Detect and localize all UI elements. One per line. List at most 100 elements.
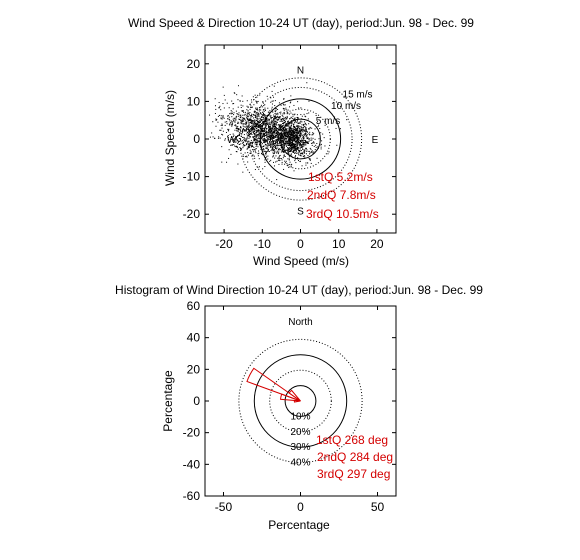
scatter-point: [305, 124, 307, 126]
scatter-point: [269, 144, 271, 146]
scatter-point: [269, 146, 271, 148]
scatter-point: [309, 147, 311, 149]
scatter-point: [247, 110, 249, 112]
scatter-point: [281, 134, 283, 136]
scatter-point: [257, 114, 259, 116]
scatter-point: [293, 129, 295, 131]
scatter-point: [220, 129, 222, 131]
scatter-point: [257, 130, 259, 132]
quartile-annotation: 3rdQ 10.5m/s: [306, 207, 379, 221]
scatter-point: [256, 102, 258, 104]
scatter-point: [279, 133, 281, 135]
scatter-point: [232, 133, 234, 135]
scatter-point: [258, 125, 260, 127]
scatter-point: [301, 152, 303, 154]
scatter-point: [265, 140, 267, 142]
scatter-point: [257, 113, 259, 115]
scatter-point: [271, 100, 273, 102]
rose-ring: [238, 338, 363, 464]
scatter-point: [274, 136, 276, 138]
scatter-point: [301, 140, 303, 142]
scatter-point: [313, 141, 315, 143]
scatter-point: [276, 141, 278, 143]
scatter-point: [236, 94, 238, 96]
scatter-point: [293, 132, 295, 134]
scatter-point: [249, 119, 251, 121]
scatter-point: [254, 123, 256, 125]
scatter-point: [242, 142, 244, 144]
scatter-point: [255, 139, 257, 141]
scatter-point: [268, 151, 270, 153]
scatter-point: [303, 150, 305, 152]
scatter-point: [278, 102, 280, 104]
scatter-point: [235, 138, 237, 140]
scatter-point: [281, 159, 283, 161]
scatter-point: [305, 141, 307, 143]
scatter-point: [271, 128, 273, 130]
scatter-point: [288, 132, 290, 134]
scatter-point: [267, 146, 269, 148]
scatter-point: [291, 138, 293, 140]
scatter-point: [283, 137, 285, 139]
scatter-point: [230, 153, 232, 155]
scatter-point: [265, 119, 267, 121]
scatter-point: [279, 132, 281, 134]
scatter-point: [286, 125, 288, 127]
scatter-point: [262, 112, 264, 114]
scatter-point: [280, 124, 282, 126]
scatter-point: [215, 125, 217, 127]
scatter-point: [265, 131, 267, 133]
scatter-point: [237, 140, 239, 142]
scatter-point: [262, 122, 264, 124]
scatter-point: [292, 131, 294, 133]
scatter-point: [287, 140, 289, 142]
scatter-point: [278, 156, 280, 158]
scatter-point: [290, 120, 292, 122]
scatter-point: [252, 154, 254, 156]
scatter-point: [281, 137, 283, 139]
scatter-point: [258, 152, 260, 154]
scatter-point: [287, 150, 289, 152]
scatter-point: [275, 117, 277, 119]
scatter-point: [287, 152, 289, 154]
scatter-point: [254, 169, 256, 171]
scatter-point: [297, 132, 299, 134]
scatter-point: [251, 106, 253, 108]
scatter-point: [297, 116, 299, 118]
scatter-point: [278, 129, 280, 131]
scatter-point: [263, 123, 265, 125]
scatter-point: [254, 135, 256, 137]
scatter-point: [294, 143, 296, 145]
scatter-point: [262, 154, 264, 156]
scatter-point: [299, 132, 301, 134]
scatter-point: [237, 146, 239, 148]
scatter-point: [268, 127, 270, 129]
scatter-point: [248, 144, 250, 146]
scatter-point: [270, 145, 272, 147]
scatter-point: [287, 122, 289, 124]
scatter-point: [241, 148, 243, 150]
scatter-point: [264, 109, 266, 111]
scatter-point: [267, 150, 269, 152]
scatter-point: [264, 109, 266, 111]
scatter-point: [242, 154, 244, 156]
scatter-point: [251, 145, 253, 147]
speed-ring-label: 15 m/s: [343, 90, 373, 101]
scatter-point: [294, 146, 296, 148]
scatter-point: [287, 120, 289, 122]
scatter-point: [287, 141, 289, 143]
scatter-point: [232, 108, 234, 110]
scatter-point: [297, 146, 299, 148]
scatter-point: [308, 123, 310, 125]
scatter-point: [309, 152, 311, 154]
scatter-point: [283, 168, 285, 170]
scatter-point: [250, 116, 252, 118]
scatter-point: [246, 139, 248, 141]
scatter-point: [251, 142, 253, 144]
scatter-point: [302, 140, 304, 142]
scatter-point: [294, 160, 296, 162]
scatter-point: [282, 140, 284, 142]
scatter-point: [278, 139, 280, 141]
scatter-point: [254, 132, 256, 134]
scatter-point: [262, 135, 264, 137]
